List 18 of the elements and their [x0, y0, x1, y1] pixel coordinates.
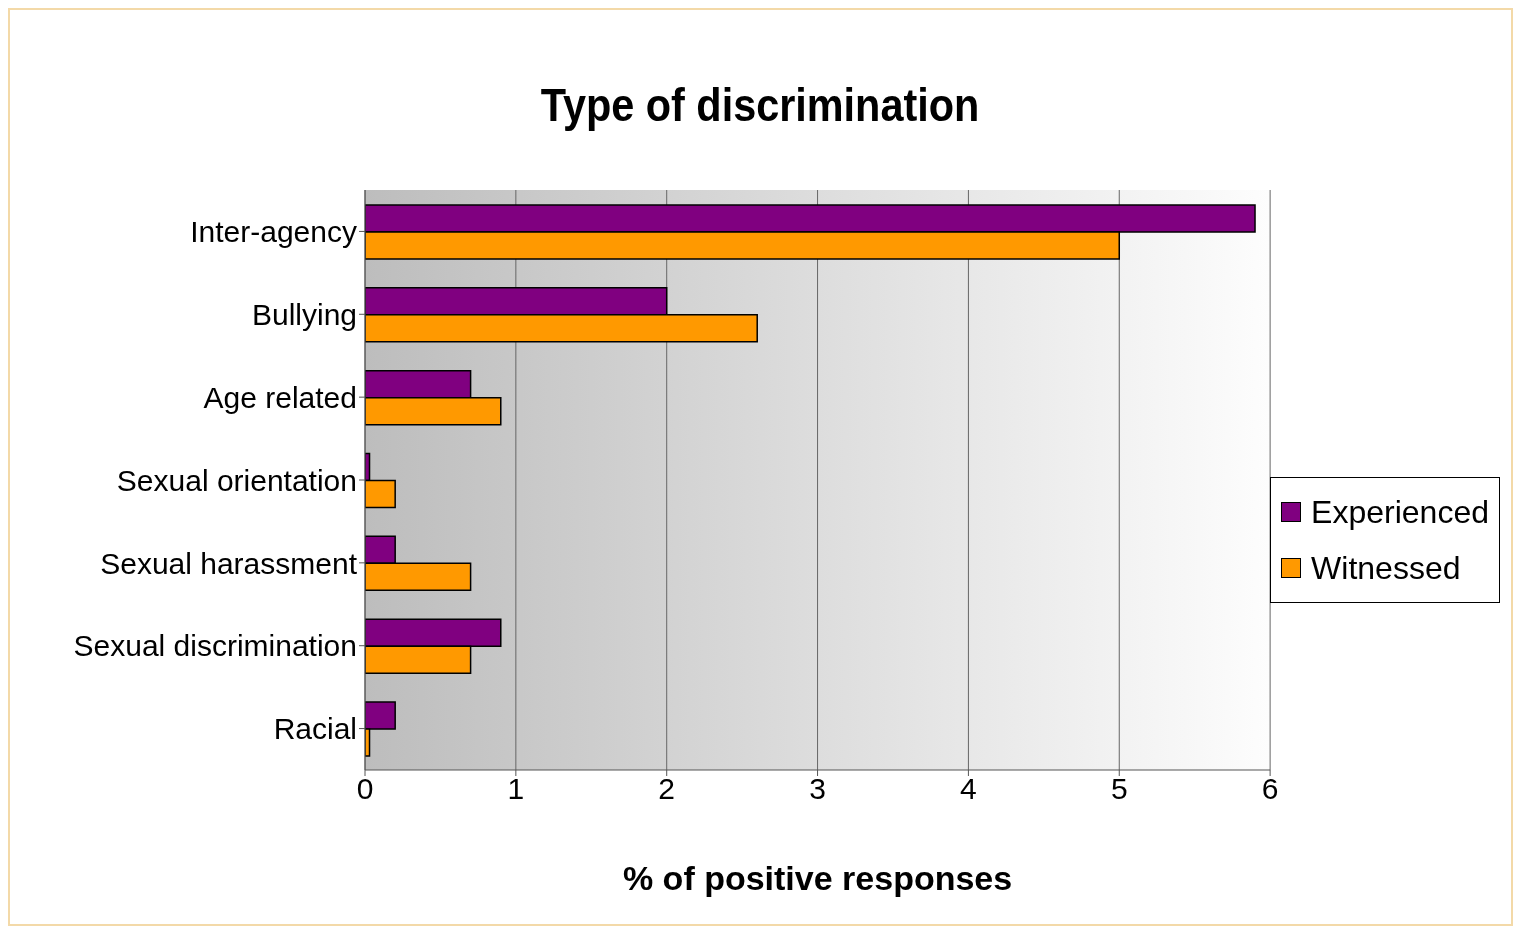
x-tick-label: 4: [960, 772, 977, 806]
y-tick-label: Inter-agency: [190, 215, 357, 249]
y-tick-label: Racial: [273, 712, 357, 746]
y-tick-label: Sexual discrimination: [73, 629, 357, 663]
y-tick-label: Bullying: [251, 297, 357, 331]
x-tick-label: 2: [658, 772, 676, 806]
x-axis-title: % of positive responses: [622, 859, 1013, 897]
legend-label: Experienced: [1311, 493, 1489, 531]
x-tick-label: 6: [1261, 772, 1279, 806]
chart-title: Type of discrimination: [539, 78, 981, 132]
y-tick-label: Age related: [203, 380, 357, 414]
x-tick-label: 0: [356, 772, 374, 806]
x-tick-label: 3: [809, 772, 826, 806]
y-tick-label: Sexual orientation: [116, 463, 357, 497]
x-tick-label: 1: [507, 772, 525, 806]
x-tick-label: 5: [1110, 772, 1128, 806]
y-tick-label: Sexual harassment: [100, 546, 358, 580]
legend-label: Witnessed: [1311, 549, 1461, 587]
